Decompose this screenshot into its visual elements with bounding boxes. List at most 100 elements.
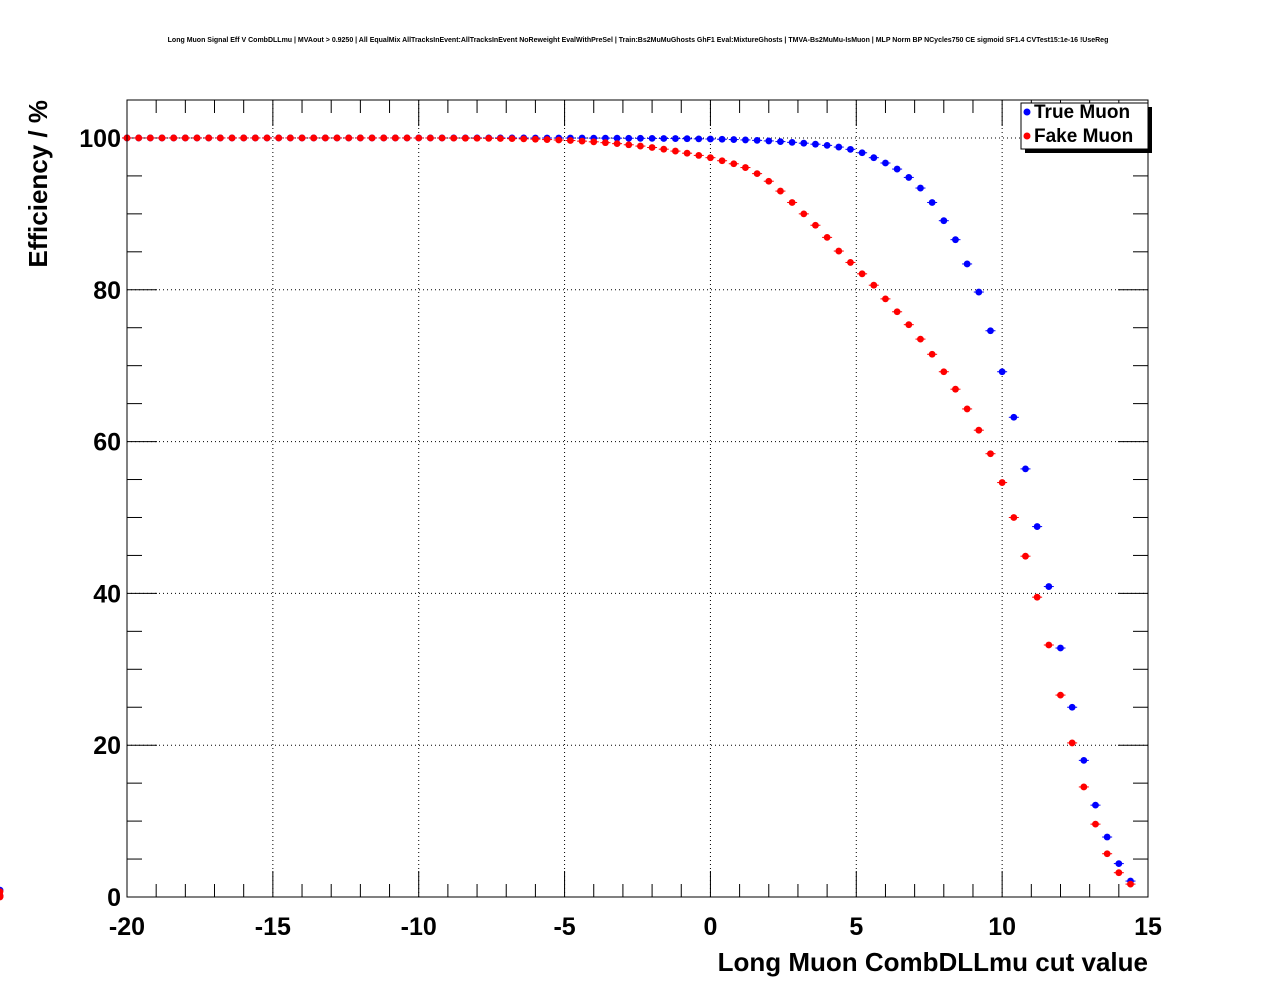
data-point: [905, 321, 913, 329]
data-point: [625, 141, 633, 149]
data-point: [602, 139, 609, 147]
data-point: [718, 157, 726, 165]
grid: [127, 100, 1148, 897]
data-point: [216, 134, 224, 142]
data-point: [777, 138, 784, 145]
data-point: [1115, 860, 1123, 868]
data-point: [963, 405, 971, 413]
data-point: [158, 134, 166, 142]
data-point: [450, 134, 458, 142]
data-point: [391, 134, 399, 142]
data-point: [1033, 523, 1041, 530]
data-point: [777, 187, 784, 195]
axis-ticks: [126, 99, 1149, 898]
data-point: [368, 134, 376, 142]
data-point: [683, 135, 691, 143]
plot-frame: [126, 99, 1149, 898]
x-tick-label: 0: [703, 913, 717, 941]
data-point: [753, 170, 761, 178]
y-tick-label: 80: [93, 277, 121, 305]
data-point: [637, 134, 644, 142]
data-point: [1127, 880, 1134, 888]
y-tick-label: 20: [93, 732, 121, 760]
data-point: [1022, 552, 1029, 560]
data-point: [135, 134, 143, 142]
y-tick-label: 40: [93, 580, 121, 608]
data-point: [823, 141, 831, 149]
data-point: [975, 426, 983, 434]
data-point: [321, 134, 329, 142]
data-point: [928, 199, 936, 206]
data-point: [286, 134, 294, 142]
data-point: [298, 134, 306, 142]
data-point: [228, 134, 236, 142]
data-point: [1045, 641, 1053, 649]
y-tick-label: 0: [107, 884, 121, 912]
data-points: [0, 134, 1136, 901]
data-point: [520, 135, 528, 143]
data-point: [1068, 739, 1076, 747]
data-point: [707, 154, 714, 162]
data-point: [718, 135, 726, 143]
data-point: [858, 270, 866, 278]
data-point: [240, 134, 248, 142]
data-point: [637, 142, 644, 150]
x-tick-label: 5: [849, 913, 863, 941]
data-point: [847, 259, 854, 266]
data-point: [788, 199, 796, 206]
data-point: [765, 137, 773, 145]
data-point: [275, 134, 283, 142]
data-point: [590, 138, 598, 146]
data-point: [426, 134, 434, 142]
series-true-muon: [0, 134, 1136, 899]
x-tick-label: -5: [553, 913, 575, 941]
legend-marker-true-muon: [1023, 108, 1031, 116]
legend-label-true-muon: True Muon: [1034, 102, 1130, 123]
data-point: [403, 134, 411, 142]
data-point: [193, 134, 201, 142]
legend-marker-fake-muon: [1023, 132, 1031, 140]
data-point: [893, 165, 901, 173]
data-point: [893, 308, 901, 316]
legend-label-fake-muon: Fake Muon: [1034, 126, 1133, 147]
data-point: [835, 247, 843, 255]
data-point: [1057, 691, 1064, 699]
data-point: [1092, 820, 1099, 828]
data-point: [1045, 583, 1053, 590]
data-point: [660, 145, 668, 153]
data-point: [765, 177, 773, 185]
data-point: [998, 368, 1006, 376]
data-point: [310, 134, 318, 142]
data-point: [205, 134, 213, 142]
x-tick-label: -20: [109, 913, 145, 941]
series-fake-muon: [0, 134, 1136, 901]
data-point: [613, 134, 621, 142]
data-point: [742, 136, 749, 144]
data-point: [940, 217, 948, 225]
data-point: [917, 335, 924, 343]
y-tick-label: 60: [93, 429, 121, 457]
y-axis-label: Efficiency / %: [23, 100, 53, 268]
data-point: [917, 184, 924, 192]
data-point: [263, 134, 271, 142]
data-point: [812, 140, 819, 148]
data-point: [578, 137, 586, 145]
data-point: [496, 135, 504, 142]
data-point: [380, 134, 388, 142]
data-point: [1080, 783, 1088, 791]
data-point: [730, 160, 738, 168]
data-point: [742, 164, 749, 171]
data-point: [1033, 593, 1041, 601]
data-point: [1103, 850, 1111, 858]
data-point: [660, 135, 668, 142]
data-point: [835, 143, 843, 151]
data-point: [870, 281, 878, 289]
data-point: [672, 135, 679, 142]
data-point: [333, 134, 341, 142]
x-tick-label: -10: [401, 913, 437, 941]
legend-box: [1020, 102, 1149, 150]
x-axis-label: Long Muon CombDLLmu cut value: [718, 947, 1148, 977]
data-point: [543, 136, 551, 143]
x-tick-label: 10: [988, 913, 1016, 941]
